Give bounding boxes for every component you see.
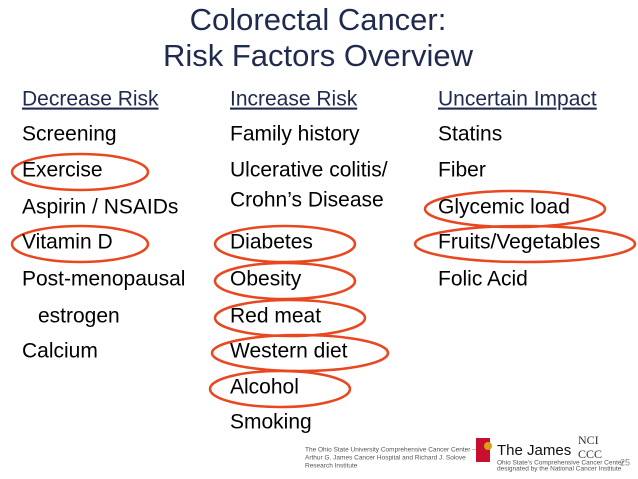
- logo-text: The James: [497, 442, 571, 459]
- footer: The Ohio State University Comprehensive …: [305, 433, 630, 473]
- column-header: Uncertain Impact: [438, 88, 597, 111]
- risk-factor: Obesity: [230, 268, 302, 291]
- circles: [10, 152, 637, 409]
- logo-mark: [476, 438, 490, 462]
- risk-factor: Screening: [22, 123, 117, 146]
- risk-factor: Smoking: [230, 411, 312, 434]
- column-header: Increase Risk: [230, 88, 358, 111]
- footer-text: Research Institute: [305, 463, 358, 470]
- logo-mark: [484, 442, 492, 450]
- footer-text: The Ohio State University Comprehensive …: [305, 447, 476, 454]
- footer-text: Arthur G. James Cancer Hospital and Rich…: [305, 455, 466, 462]
- risk-factor: Crohn’s Disease: [230, 189, 384, 212]
- risk-factor: Ulcerative colitis/: [230, 159, 388, 182]
- risk-factor: Statins: [438, 123, 502, 146]
- nci-logo: CCC: [578, 447, 602, 461]
- risk-factor: Vitamin D: [22, 231, 113, 254]
- risk-factor: Family history: [230, 123, 360, 146]
- risk-factor: Glycemic load: [438, 196, 570, 219]
- risk-factor: Calcium: [22, 340, 98, 363]
- risk-factor: Fiber: [438, 159, 486, 182]
- logo-sub: designated by the National Cancer Instit…: [497, 466, 622, 473]
- column-header: Decrease Risk: [22, 88, 159, 111]
- logo-sub: Ohio State’s Comprehensive Cancer Center: [497, 460, 625, 467]
- page-number: 25: [620, 457, 630, 467]
- risk-factor: Diabetes: [230, 231, 313, 254]
- risk-factor: Aspirin / NSAIDs: [22, 196, 178, 219]
- risk-factor: Red meat: [230, 305, 321, 328]
- risk-factor: Post-menopausal: [22, 268, 185, 291]
- title-line: Colorectal Cancer:: [190, 2, 447, 37]
- risk-factor: Western diet: [230, 340, 348, 363]
- risk-factor: Alcohol: [230, 376, 299, 399]
- nci-logo: NCI: [578, 433, 599, 447]
- risk-factor: Fruits/Vegetables: [438, 231, 600, 254]
- risk-factor: estrogen: [38, 305, 120, 328]
- risk-factor: Folic Acid: [438, 268, 528, 291]
- title-line: Risk Factors Overview: [163, 38, 474, 73]
- risk-factor: Exercise: [22, 159, 103, 182]
